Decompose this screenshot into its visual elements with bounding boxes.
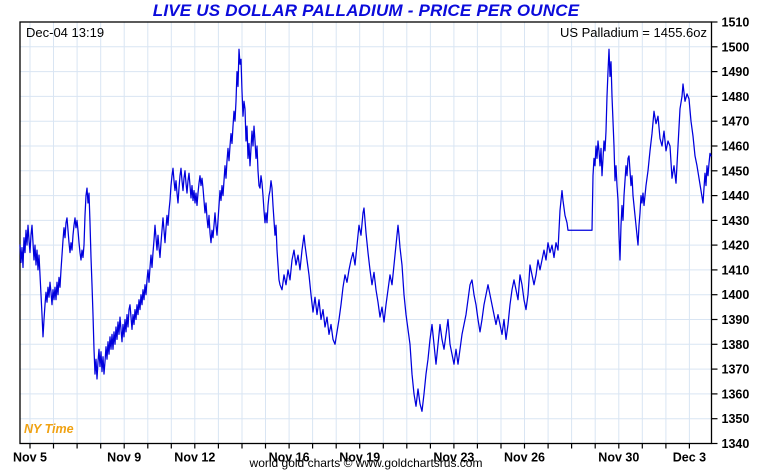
y-tick-label: 1500: [722, 40, 750, 54]
y-tick-label: 1370: [722, 363, 750, 377]
y-tick-label: 1380: [722, 338, 750, 352]
footer-credit: world gold charts © www.goldchartsrus.co…: [249, 456, 483, 470]
x-tick-label: Nov 19: [339, 451, 380, 465]
current-price-label: US Palladium = 1455.6oz: [559, 25, 707, 40]
y-tick-label: 1480: [722, 90, 750, 104]
y-tick-label: 1490: [722, 65, 750, 79]
x-tick-label: Nov 26: [504, 451, 545, 465]
x-tick-label: Nov 9: [107, 451, 141, 465]
y-tick-label: 1390: [722, 313, 750, 327]
y-tick-label: 1510: [722, 16, 750, 30]
y-tick-label: 1440: [722, 189, 750, 203]
x-tick-label: Nov 30: [598, 451, 639, 465]
y-tick-label: 1450: [722, 164, 750, 178]
timezone-label: NY Time: [24, 422, 74, 436]
y-tick-label: 1400: [722, 288, 750, 302]
y-tick-label: 1360: [722, 387, 750, 401]
y-tick-label: 1430: [722, 214, 750, 228]
y-tick-label: 1460: [722, 140, 750, 154]
y-tick-label: 1410: [722, 263, 750, 277]
y-tick-label: 1420: [722, 239, 750, 253]
y-tick-label: 1470: [722, 115, 750, 129]
x-tick-label: Dec 3: [673, 451, 706, 465]
y-tick-label: 1350: [722, 412, 750, 426]
plot-border: [19, 21, 713, 445]
chart-title: LIVE US DOLLAR PALLADIUM - PRICE PER OUN…: [152, 1, 580, 20]
x-tick-label: Nov 16: [269, 451, 310, 465]
price-line: [19, 48, 712, 412]
y-tick-label: 1340: [722, 437, 750, 451]
x-tick-label: Nov 23: [433, 451, 474, 465]
x-tick-label: Nov 5: [13, 451, 47, 465]
x-tick-label: Nov 12: [174, 451, 215, 465]
chart-datetime-label: Dec-04 13:19: [26, 25, 105, 40]
